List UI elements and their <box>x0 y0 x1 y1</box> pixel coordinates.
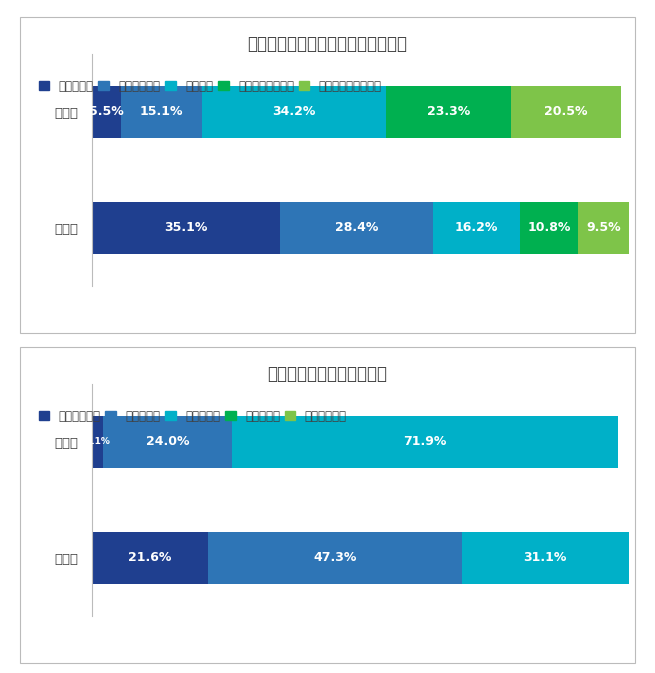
Bar <box>433 202 520 254</box>
Legend: とてもした, しばしばした, ややした, あまりしなかった, まったくしなかった: とてもした, しばしばした, ややした, あまりしなかった, まったくしなかった <box>39 80 382 93</box>
Text: 34.2%: 34.2% <box>272 106 316 118</box>
Text: 15.1%: 15.1% <box>140 106 183 118</box>
Bar <box>462 532 629 584</box>
Legend: とても増えた, やや増えた, 変わらない, やや減った, とても減った: とても増えた, やや増えた, 変わらない, やや減った, とても減った <box>39 410 347 423</box>
Text: 職場のコミュニケーション: 職場のコミュニケーション <box>267 365 388 382</box>
Text: 23.3%: 23.3% <box>427 106 470 118</box>
Text: 71.9%: 71.9% <box>403 435 447 448</box>
Bar <box>386 85 511 138</box>
Bar <box>92 532 208 584</box>
Text: 24.0%: 24.0% <box>145 435 189 448</box>
Text: 35.1%: 35.1% <box>164 221 208 234</box>
Bar <box>92 202 280 254</box>
Bar <box>121 85 202 138</box>
Bar <box>208 532 462 584</box>
Text: 5.5%: 5.5% <box>89 106 124 118</box>
Text: 21.6%: 21.6% <box>128 551 172 564</box>
Bar <box>202 85 386 138</box>
Bar <box>511 85 622 138</box>
Text: 47.3%: 47.3% <box>313 551 356 564</box>
Bar <box>280 202 433 254</box>
Bar <box>232 415 618 468</box>
Text: 20.5%: 20.5% <box>544 106 588 118</box>
Bar <box>92 85 121 138</box>
Text: 28.4%: 28.4% <box>335 221 378 234</box>
Bar <box>578 202 629 254</box>
Text: ウォーキングについて話題にしたか: ウォーキングについて話題にしたか <box>248 35 407 52</box>
Bar <box>103 415 232 468</box>
Text: 9.5%: 9.5% <box>586 221 620 234</box>
Bar <box>92 415 103 468</box>
Text: 2.1%: 2.1% <box>85 437 110 446</box>
Text: 31.1%: 31.1% <box>523 551 567 564</box>
Text: 16.2%: 16.2% <box>455 221 498 234</box>
Bar <box>520 202 578 254</box>
Text: 10.8%: 10.8% <box>527 221 571 234</box>
